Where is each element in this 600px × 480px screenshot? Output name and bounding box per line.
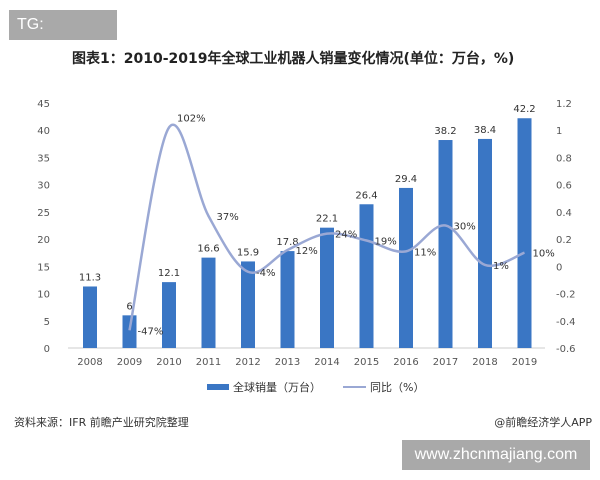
bar-label: 42.2 — [513, 104, 535, 115]
y-right-tick: -0.6 — [556, 344, 576, 355]
bar-label: 11.3 — [79, 272, 101, 283]
y-left-tick: 40 — [37, 126, 50, 137]
line-label: 19% — [375, 236, 397, 247]
bar — [122, 315, 137, 348]
line-label: 37% — [217, 212, 239, 223]
x-tick-label: 2019 — [512, 357, 537, 368]
bar — [320, 227, 334, 348]
x-tick-label: 2014 — [314, 357, 339, 368]
y-left-tick: 45 — [37, 99, 50, 110]
x-tick-label: 2008 — [77, 357, 102, 368]
x-tick-label: 2010 — [156, 357, 181, 368]
line-label: 10% — [533, 249, 555, 260]
y-left-tick: 5 — [44, 317, 50, 328]
line-label: 30% — [454, 222, 476, 233]
x-tick-label: 2018 — [472, 357, 497, 368]
line-label: 102% — [177, 114, 206, 125]
bar — [438, 140, 453, 348]
y-left-tick: 20 — [37, 235, 50, 246]
bar-label: 17.8 — [276, 237, 298, 248]
y-right-tick: 0.6 — [556, 181, 572, 192]
bar-label: 26.4 — [355, 190, 377, 201]
y-left-tick: 30 — [37, 181, 50, 192]
x-tick-label: 2012 — [235, 357, 260, 368]
bar-label: 38.2 — [434, 126, 456, 137]
x-tick-label: 2016 — [393, 357, 418, 368]
watermark-tag: TG: MYYJJPP — [9, 10, 117, 63]
y-left-tick: 15 — [37, 262, 50, 273]
line-label: 1% — [493, 261, 509, 272]
source-note: 资料来源：IFR 前瞻产业研究院整理 — [14, 416, 189, 429]
legend-line-label: 同比（%） — [370, 381, 424, 394]
bar — [517, 118, 532, 348]
y-left-tick: 0 — [44, 344, 50, 355]
line-label: 24% — [335, 230, 357, 241]
x-tick-label: 2011 — [196, 357, 221, 368]
bar — [478, 138, 492, 348]
bar-label: 16.6 — [197, 244, 219, 255]
line-label: 12% — [296, 246, 318, 257]
line-series — [128, 123, 525, 331]
y-left-tick: 25 — [37, 208, 50, 219]
bar — [359, 204, 374, 348]
legend-bar-label: 全球销量（万台） — [233, 380, 321, 394]
bar — [162, 282, 176, 348]
y-right-tick: 1.2 — [556, 99, 572, 110]
x-tick-label: 2013 — [275, 357, 300, 368]
line-label: -47% — [138, 326, 164, 337]
y-left-tick: 35 — [37, 153, 50, 164]
y-right-tick: 0 — [556, 262, 562, 273]
y-right-tick: 0.4 — [556, 208, 572, 219]
y-left-tick: 10 — [37, 290, 50, 301]
x-tick-label: 2017 — [433, 357, 458, 368]
bar-label: 6 — [126, 301, 132, 312]
bar-label: 22.1 — [316, 214, 338, 225]
bar — [280, 251, 295, 348]
brand-note: @前瞻经济学人APP — [494, 416, 592, 429]
x-tick-label: 2015 — [354, 357, 379, 368]
y-right-tick: 0.8 — [556, 153, 572, 164]
bar-label: 29.4 — [395, 174, 417, 185]
y-right-tick: -0.2 — [556, 290, 576, 301]
y-right-tick: 0.2 — [556, 235, 572, 246]
chart-title: 图表1：2010-2019年全球工业机器人销量变化情况(单位：万台，%) — [72, 51, 515, 67]
y-right-tick: -0.4 — [556, 317, 576, 328]
line-label: -4% — [256, 268, 275, 279]
bar-label: 38.4 — [474, 125, 496, 136]
y-right-tick: 1 — [556, 126, 562, 137]
chart-plot: 0 5 10 15 20 25 30 35 40 45 -0.6 -0.4 -0.2 0 0.2 0.4 0.6… — [37, 99, 576, 394]
x-tick-label: 2009 — [117, 357, 142, 368]
bar — [399, 187, 413, 348]
bar — [83, 286, 97, 348]
bar-label: 12.1 — [158, 268, 180, 279]
legend-bar-swatch — [207, 384, 229, 390]
site-tag: www.zhcnmajiang.com — [402, 440, 590, 470]
bar-label: 15.9 — [237, 247, 259, 258]
bar — [241, 261, 255, 348]
bar — [201, 257, 216, 348]
line-label: 11% — [414, 247, 436, 258]
